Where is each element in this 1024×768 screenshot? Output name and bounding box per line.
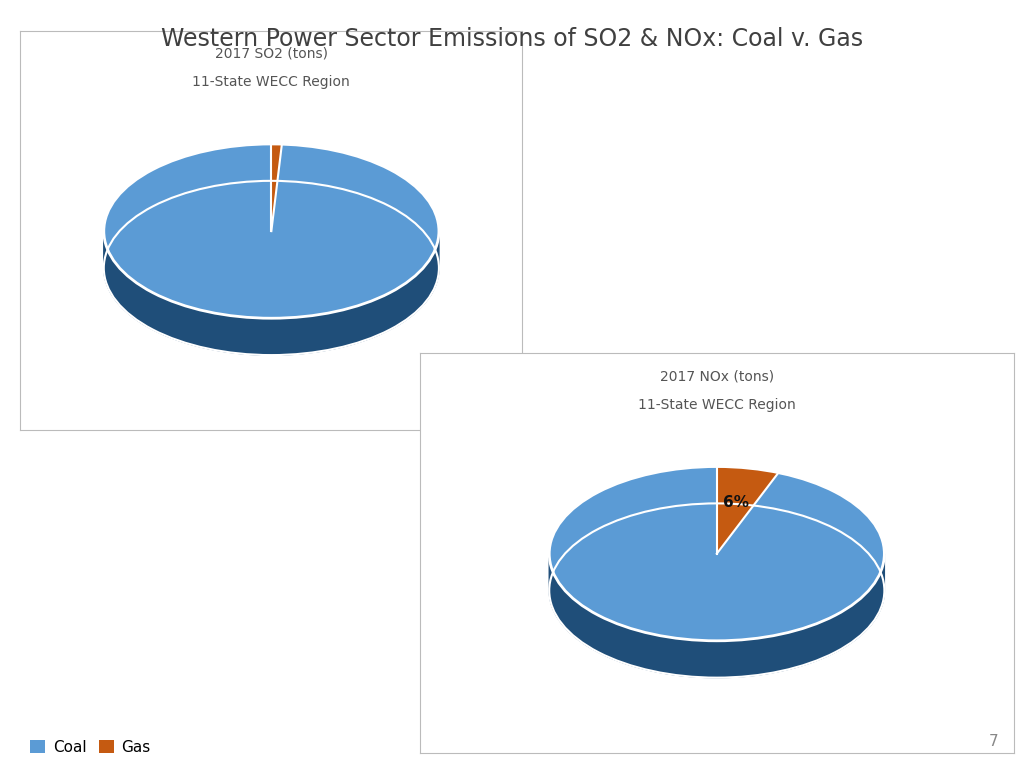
Ellipse shape [103,144,439,318]
Text: 11-State WECC Region: 11-State WECC Region [193,75,350,89]
Text: 11-State WECC Region: 11-State WECC Region [638,398,796,412]
Polygon shape [717,466,778,554]
Polygon shape [271,144,282,231]
Text: 2017 SO2 (tons): 2017 SO2 (tons) [215,47,328,61]
Polygon shape [103,231,439,355]
Ellipse shape [549,466,885,641]
Ellipse shape [549,503,885,677]
Text: 7: 7 [989,733,998,749]
Ellipse shape [103,180,439,355]
Text: Western Power Sector Emissions of SO2 & NOx: Coal v. Gas: Western Power Sector Emissions of SO2 & … [161,27,863,51]
Polygon shape [549,554,885,677]
Legend: Coal, Gas: Coal, Gas [24,733,157,760]
Text: 2017 NOx (tons): 2017 NOx (tons) [659,369,774,383]
Text: 6%: 6% [723,495,749,510]
